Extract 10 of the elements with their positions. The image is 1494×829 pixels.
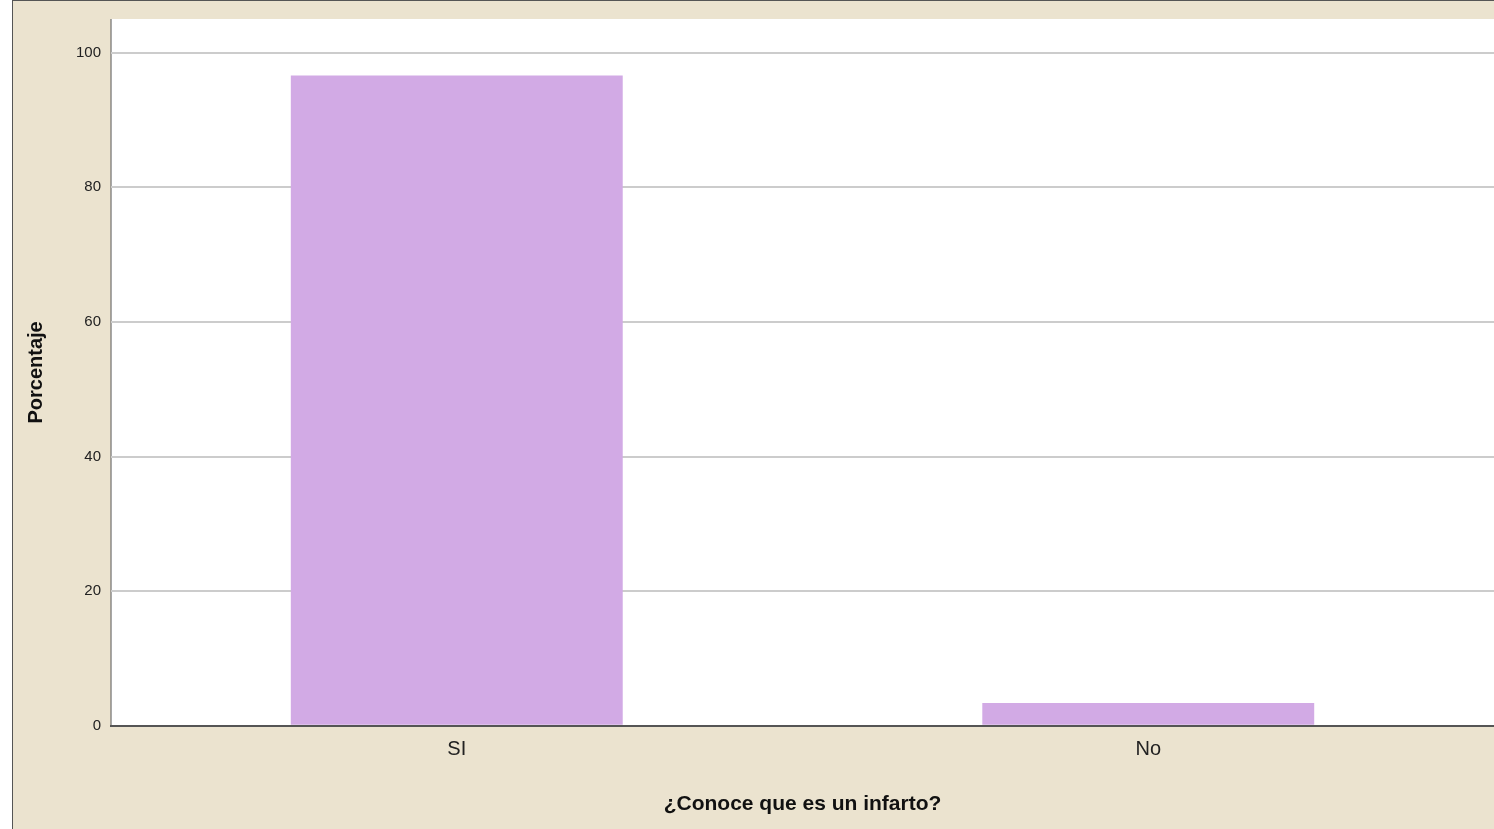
y-tick-label: 80 (84, 177, 102, 195)
y-tick-label: 0 (92, 715, 102, 733)
x-tick-label: No (1135, 737, 1162, 760)
y-tick-label: 40 (84, 446, 102, 464)
y-tick-label: 20 (84, 581, 102, 599)
y-tick-label: 100 (76, 42, 102, 60)
x-axis-title: ¿Conoce que es un infarto? (663, 791, 942, 815)
y-axis-title: Porcentaje (23, 321, 46, 424)
x-tick-label: SI (447, 737, 467, 760)
y-tick-label: 60 (84, 312, 102, 330)
